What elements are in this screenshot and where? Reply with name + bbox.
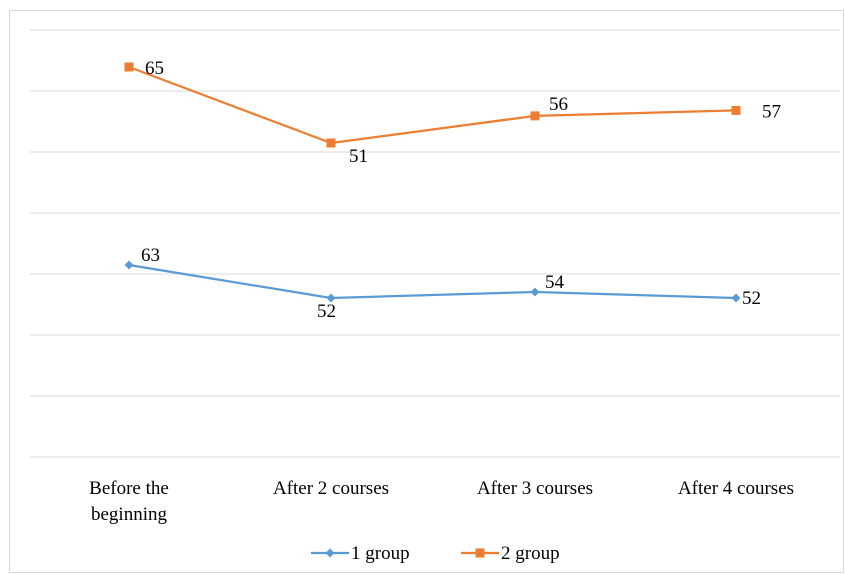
data-label: 54 — [545, 272, 565, 293]
data-point-marker — [731, 105, 741, 115]
legend-label: 1 group — [351, 543, 410, 564]
series-layer — [124, 62, 741, 303]
data-label: 51 — [349, 146, 368, 167]
data-point-marker — [731, 293, 741, 303]
legend-label: 2 group — [501, 543, 560, 564]
x-tick-label: After 2 courses — [273, 478, 389, 499]
data-label: 63 — [141, 245, 160, 266]
x-tick-label: After 4 courses — [678, 478, 794, 499]
data-point-marker — [530, 111, 540, 121]
legend-marker — [475, 548, 485, 558]
data-point-marker — [326, 138, 336, 148]
x-tick-label: beginning — [91, 504, 167, 525]
series-line-1 — [128, 263, 737, 300]
chart-frame — [9, 10, 844, 573]
gridlines — [30, 29, 840, 458]
data-point-marker — [326, 293, 336, 303]
legend: 1 group 2 group — [311, 543, 560, 564]
legend-marker — [325, 548, 335, 558]
x-axis: Before the beginning After 2 courses After … — [89, 478, 794, 525]
series-line-2 — [128, 65, 737, 145]
data-label: 57 — [762, 101, 781, 122]
data-label: 52 — [317, 301, 336, 322]
data-label: 65 — [145, 58, 164, 79]
data-labels: 63 52 54 52 65 51 56 57 — [141, 58, 781, 322]
data-point-marker — [124, 260, 134, 270]
data-label: 52 — [742, 288, 761, 309]
data-point-marker — [530, 287, 540, 297]
x-tick-label: Before the — [89, 478, 169, 499]
data-point-marker — [124, 62, 134, 72]
x-tick-label: After 3 courses — [477, 478, 593, 499]
data-label: 56 — [549, 94, 568, 115]
